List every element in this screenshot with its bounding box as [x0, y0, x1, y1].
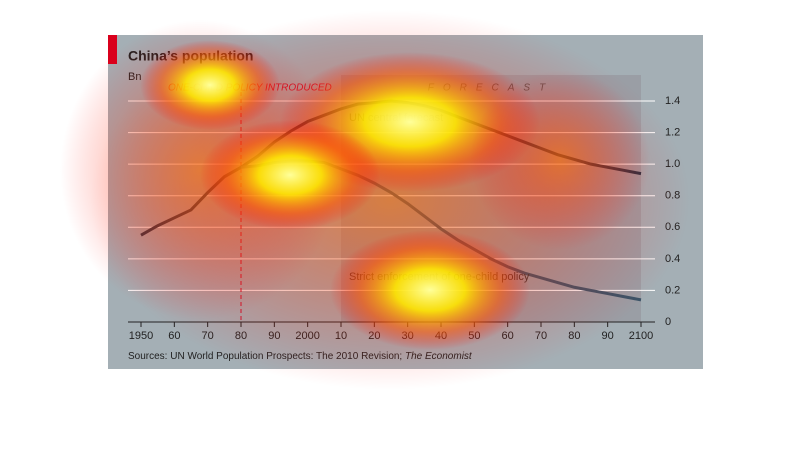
y-tick-label: 0.8 [665, 190, 680, 202]
y-tick-label: 1.2 [665, 126, 680, 138]
x-tick-label: 70 [202, 330, 214, 342]
x-tick-label: 30 [402, 330, 414, 342]
x-tick-label: 2000 [295, 330, 319, 342]
y-tick-label: 0.6 [665, 221, 680, 233]
x-tick-label: 2100 [629, 330, 653, 342]
series-label: UN central forecast [349, 112, 443, 124]
chart-title: China’s population [128, 48, 253, 64]
series-label: Strict enforcement of one-child policy [349, 271, 530, 283]
x-tick-label: 70 [535, 330, 547, 342]
source: Sources: UN World Population Prospects: … [128, 351, 473, 362]
source-text: Sources: UN World Population Prospects: … [128, 351, 405, 362]
forecast-label: FORECAST [428, 83, 554, 94]
x-tick-label: 90 [602, 330, 614, 342]
x-tick-label: 90 [268, 330, 280, 342]
x-tick-label: 20 [368, 330, 380, 342]
x-tick-label: 50 [468, 330, 480, 342]
x-tick-label: 60 [168, 330, 180, 342]
x-tick-label: 60 [502, 330, 514, 342]
x-tick-label: 10 [335, 330, 347, 342]
policy-label: ONE-CHILD POLICY INTRODUCED [168, 83, 332, 94]
x-tick-label: 40 [435, 330, 447, 342]
x-tick-label: 80 [568, 330, 580, 342]
x-tick-label: 1950 [129, 330, 153, 342]
unit-label: Bn [128, 71, 141, 83]
red-tag [108, 35, 117, 64]
y-tick-label: 1.4 [665, 95, 680, 107]
source-italic: The Economist [405, 351, 473, 362]
y-tick-label: 0 [665, 316, 671, 328]
y-tick-label: 1.0 [665, 158, 680, 170]
y-tick-label: 0.4 [665, 253, 680, 265]
y-tick-label: 0.2 [665, 284, 680, 296]
x-tick-label: 80 [235, 330, 247, 342]
